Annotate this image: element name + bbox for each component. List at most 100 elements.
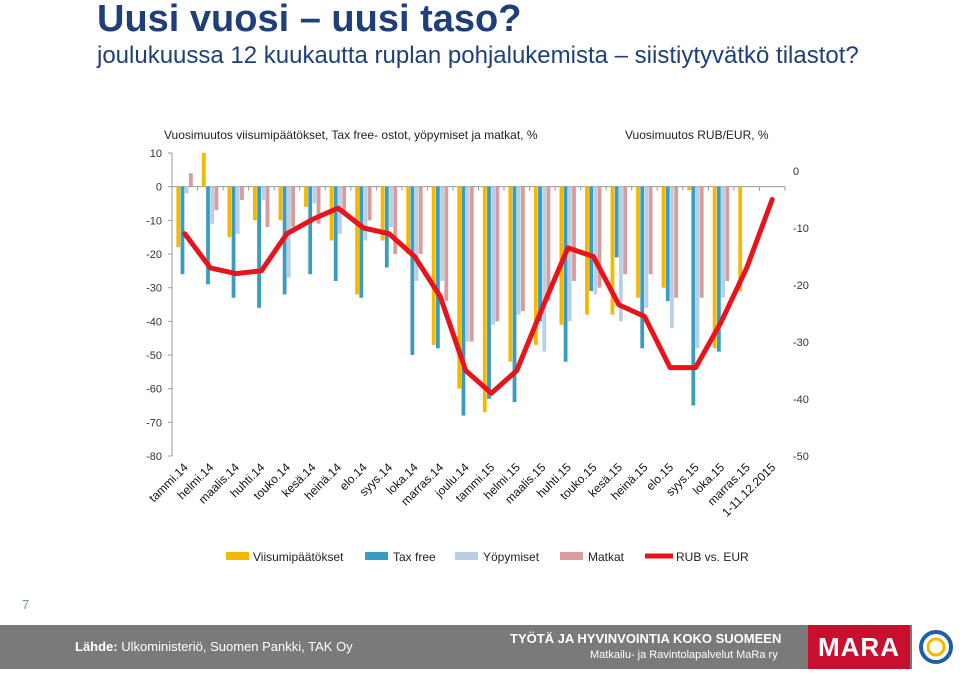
legend-label-2: Yöpymiset [483,550,540,564]
rub-line [182,197,775,396]
left-axis-tick-label: 0 [156,182,162,194]
bar-3-9 [418,186,423,254]
bar-3-18 [648,186,653,275]
bar-2-14 [542,186,547,352]
bar-0-8 [380,186,385,241]
emblem-icon [912,625,960,669]
bar-1-9 [410,186,415,355]
bar-0-1 [201,153,206,187]
bar-0-16 [585,186,589,315]
bar-1-21 [716,186,721,352]
page-title: Uusi vuosi – uusi taso? [97,0,522,40]
bar-0-20 [687,186,692,191]
bar-0-13 [508,186,513,362]
legend-swatch-0 [226,552,249,560]
bar-2-1 [210,186,215,224]
combo-chart: Vuosimuutos viisumipäätökset, Tax free- … [146,128,809,564]
bar-2-21 [721,186,725,298]
bar-3-6 [342,186,347,214]
bar-1-11 [461,186,466,416]
bar-2-0 [184,186,189,194]
left-axis-tick-label: -40 [146,316,162,328]
bar-0-19 [661,186,666,288]
chart-title-left: Vuosimuutos viisumipäätökset, Tax free- … [164,128,538,142]
mara-logo: MARA [808,625,910,669]
bar-0-9 [406,186,411,254]
legend-label-1: Tax free [393,550,436,564]
source-text: Ulkoministeriö, Suomen Pankki, TAK Oy [121,639,353,654]
left-axis-tick-label: -50 [146,350,162,362]
footer-org: Matkailu- ja Ravintolapalvelut MaRa ry [590,649,778,661]
bar-3-7 [367,186,372,221]
bar-1-12 [487,186,491,399]
bar-3-16 [597,186,602,288]
bar-1-3 [257,186,261,308]
bar-0-18 [636,186,640,298]
legend-swatch-3 [560,552,583,560]
bar-3-4 [291,186,295,228]
right-axis-tick-label: -10 [793,223,809,235]
bar-2-11 [465,186,470,342]
left-axis-tick-label: -30 [146,283,162,295]
bar-3-21 [725,186,730,281]
bar-3-2 [240,186,244,201]
right-axis-tick-label: -30 [793,337,809,349]
bar-1-6 [333,186,338,281]
right-axis-tick-label: -40 [793,394,809,406]
right-axis-tick-label: -20 [793,280,809,292]
bar-0-0 [176,186,181,248]
bar-0-12 [482,186,487,413]
bar-2-18 [644,186,649,308]
bar-2-3 [261,186,266,201]
bar-0-3 [252,186,257,221]
bar-1-13 [512,186,517,403]
bar-1-1 [206,186,210,285]
bar-3-15 [572,186,576,281]
left-axis-tick-label: -10 [146,215,162,227]
bar-0-15 [559,186,564,325]
bar-3-13 [521,186,525,312]
bar-0-11 [457,186,462,389]
bar-0-22 [738,186,743,292]
bar-3-20 [699,186,704,298]
bar-1-5 [308,186,313,275]
bar-0-17 [610,186,615,315]
page-number: 7 [22,597,30,612]
bar-3-19 [674,186,679,298]
bar-1-19 [665,186,670,302]
bar-2-15 [567,186,572,322]
bar-1-15 [563,186,568,362]
bar-2-16 [593,186,598,295]
bar-2-8 [389,186,393,228]
bar-1-2 [231,186,236,298]
bar-3-0 [188,173,193,187]
bar-3-14 [546,186,551,302]
bar-0-4 [278,186,283,221]
source-label: Lähde: [75,639,118,654]
legend-swatch-1 [365,552,388,560]
bar-2-12 [491,186,496,325]
bar-2-17 [618,186,623,322]
footer-tagline: TYÖTÄ JA HYVINVOINTIA KOKO SUOMEEN [510,631,782,646]
bar-0-14 [533,186,538,345]
bar-0-2 [227,186,232,238]
bar-2-20 [695,186,700,349]
footer-bar: Lähde: Ulkoministeriö, Suomen Pankki, TA… [0,625,960,669]
left-axis-tick-label: -70 [146,417,162,429]
bar-1-8 [384,186,389,268]
bar-1-16 [589,186,594,292]
bar-1-18 [640,186,645,349]
bar-1-10 [435,186,440,349]
bar-2-2 [235,186,240,234]
bar-2-7 [363,186,368,241]
bar-3-12 [495,186,500,322]
legend-swatch-2 [455,552,478,560]
bar-0-5 [304,186,308,207]
bar-3-8 [393,186,398,254]
bar-0-21 [712,186,717,349]
bar-2-9 [414,186,419,281]
chart-title-right: Vuosimuutos RUB/EUR, % [625,128,769,142]
bar-2-5 [312,186,317,204]
bar-0-7 [355,186,359,295]
legend-label-0: Viisumipäätökset [253,550,344,564]
